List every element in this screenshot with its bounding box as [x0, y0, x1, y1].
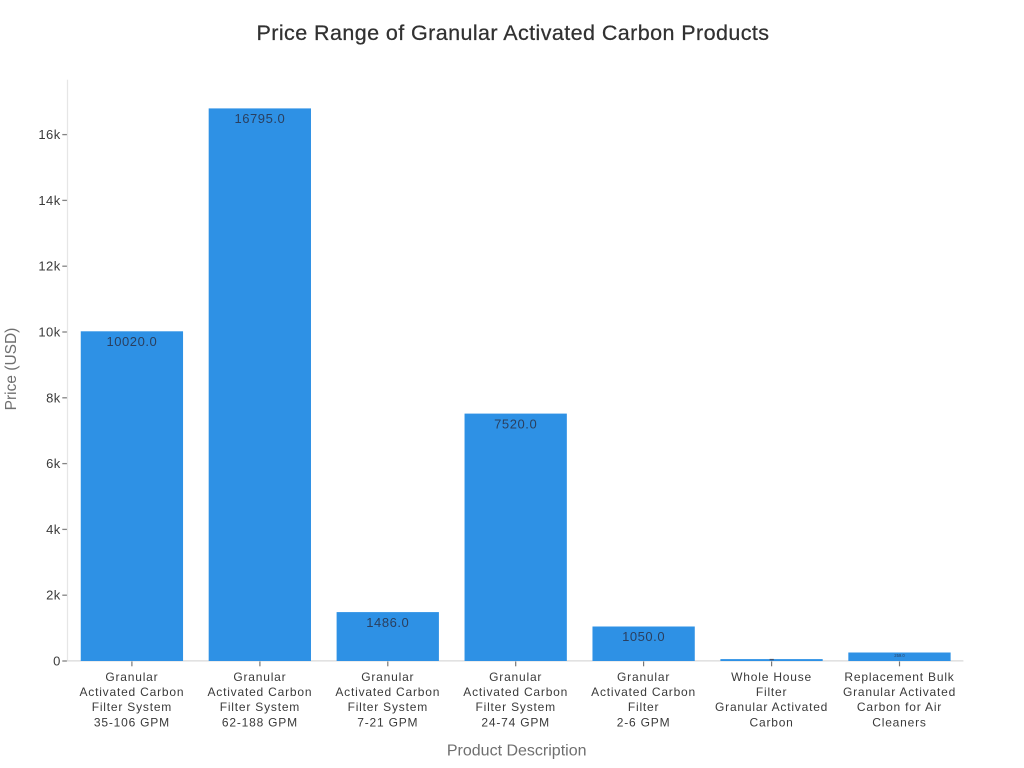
svg-text:16795.0: 16795.0: [234, 111, 285, 126]
svg-text:259.0: 259.0: [894, 653, 905, 658]
svg-text:1486.0: 1486.0: [366, 615, 409, 630]
svg-text:Granular: Granular: [233, 670, 286, 684]
svg-text:Granular: Granular: [361, 670, 414, 684]
svg-text:62-188 GPM: 62-188 GPM: [222, 715, 298, 729]
svg-text:10020.0: 10020.0: [106, 334, 157, 349]
svg-text:12k: 12k: [38, 259, 60, 274]
svg-text:16k: 16k: [38, 127, 60, 142]
svg-text:Granular Activated: Granular Activated: [843, 685, 956, 699]
svg-text:0: 0: [53, 654, 61, 669]
svg-text:7-21 GPM: 7-21 GPM: [357, 715, 418, 729]
svg-text:2-6 GPM: 2-6 GPM: [617, 715, 671, 729]
svg-text:2k: 2k: [46, 588, 61, 603]
svg-text:1050.0: 1050.0: [622, 629, 665, 644]
svg-text:Replacement Bulk: Replacement Bulk: [844, 670, 954, 684]
svg-text:Activated Carbon: Activated Carbon: [591, 685, 696, 699]
svg-text:Product Description: Product Description: [447, 742, 587, 759]
svg-text:24-74 GPM: 24-74 GPM: [481, 715, 550, 729]
svg-text:8k: 8k: [46, 390, 61, 405]
svg-text:Cleaners: Cleaners: [872, 715, 926, 729]
svg-text:Granular: Granular: [489, 670, 542, 684]
svg-text:Activated Carbon: Activated Carbon: [79, 685, 184, 699]
svg-text:Activated Carbon: Activated Carbon: [207, 685, 312, 699]
svg-text:Filter System: Filter System: [475, 700, 555, 714]
svg-text:Filter: Filter: [628, 700, 659, 714]
svg-text:6k: 6k: [46, 456, 61, 471]
svg-text:Whole House: Whole House: [731, 670, 812, 684]
svg-text:Price (USD): Price (USD): [3, 328, 20, 411]
svg-text:10k: 10k: [38, 325, 60, 340]
svg-text:Filter: Filter: [756, 685, 787, 699]
svg-text:Carbon for Air: Carbon for Air: [857, 700, 942, 714]
svg-text:Activated Carbon: Activated Carbon: [463, 685, 568, 699]
svg-text:Carbon: Carbon: [750, 715, 794, 729]
svg-text:14k: 14k: [38, 193, 60, 208]
svg-text:Granular Activated: Granular Activated: [715, 700, 828, 714]
svg-text:Price Range of Granular Activa: Price Range of Granular Activated Carbon…: [257, 21, 770, 45]
svg-text:Filter System: Filter System: [220, 700, 300, 714]
svg-text:Filter System: Filter System: [348, 700, 428, 714]
svg-text:Granular: Granular: [105, 670, 158, 684]
svg-text:35-106 GPM: 35-106 GPM: [94, 715, 170, 729]
svg-text:7520.0: 7520.0: [494, 416, 537, 431]
svg-text:4k: 4k: [46, 522, 61, 537]
svg-text:Granular: Granular: [617, 670, 670, 684]
svg-text:Filter System: Filter System: [92, 700, 172, 714]
svg-text:Activated Carbon: Activated Carbon: [335, 685, 440, 699]
